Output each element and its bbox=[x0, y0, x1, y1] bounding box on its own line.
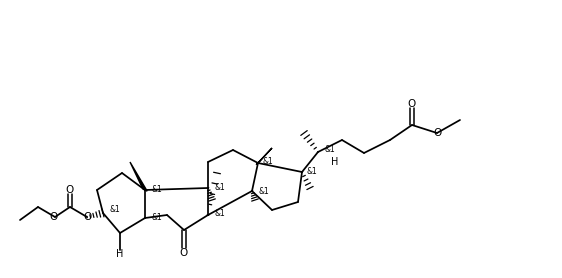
Text: &1: &1 bbox=[259, 187, 269, 197]
Text: &1: &1 bbox=[215, 183, 225, 192]
Text: O: O bbox=[434, 128, 442, 138]
Text: &1: &1 bbox=[262, 158, 273, 167]
Text: &1: &1 bbox=[152, 212, 162, 222]
Text: &1: &1 bbox=[215, 208, 225, 217]
Text: H: H bbox=[332, 157, 339, 167]
Text: &1: &1 bbox=[152, 185, 162, 195]
Text: O: O bbox=[180, 248, 188, 258]
Text: O: O bbox=[84, 212, 92, 222]
Text: O: O bbox=[50, 212, 58, 222]
Polygon shape bbox=[256, 148, 272, 165]
Text: O: O bbox=[66, 185, 74, 195]
Polygon shape bbox=[130, 162, 147, 191]
Text: &1: &1 bbox=[110, 205, 120, 215]
Text: &1: &1 bbox=[325, 145, 336, 155]
Text: H: H bbox=[116, 249, 124, 259]
Text: O: O bbox=[408, 99, 416, 109]
Text: &1: &1 bbox=[307, 167, 318, 175]
